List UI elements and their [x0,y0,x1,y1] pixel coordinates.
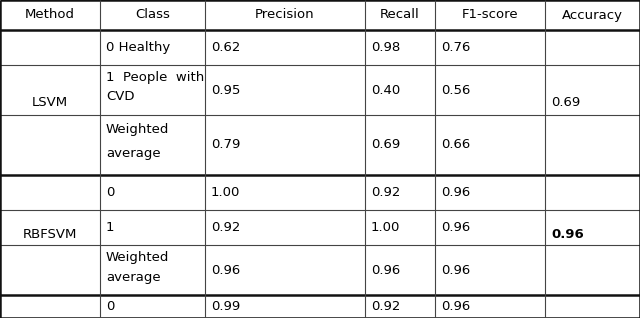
Text: 1.00: 1.00 [371,221,401,234]
Text: Recall: Recall [380,9,420,22]
Text: Weighted: Weighted [106,123,170,136]
Text: CVD: CVD [106,91,134,103]
Text: Class: Class [135,9,170,22]
Text: 0.96: 0.96 [371,264,400,276]
Text: 0.79: 0.79 [211,139,241,151]
Text: 0: 0 [106,186,115,199]
Text: Precision: Precision [255,9,315,22]
Text: 0.92: 0.92 [371,300,401,313]
Text: Accuracy: Accuracy [562,9,623,22]
Text: 1  People  with: 1 People with [106,71,204,84]
Text: 0.96: 0.96 [441,300,470,313]
Text: average: average [106,147,161,160]
Text: Weighted: Weighted [106,251,170,264]
Text: 0.96: 0.96 [211,264,240,276]
Text: 0.62: 0.62 [211,41,241,54]
Text: 0.95: 0.95 [211,84,241,96]
Text: average: average [106,271,161,284]
Text: 0.92: 0.92 [371,186,401,199]
Text: 0.96: 0.96 [441,221,470,234]
Text: 0.69: 0.69 [371,139,400,151]
Text: 1.00: 1.00 [211,186,241,199]
Text: 0.76: 0.76 [441,41,470,54]
Text: 0.99: 0.99 [211,300,240,313]
Text: 0.40: 0.40 [371,84,400,96]
Text: 0.69: 0.69 [551,96,580,109]
Text: 0.66: 0.66 [441,139,470,151]
Text: 0.98: 0.98 [371,41,400,54]
Text: Method: Method [25,9,75,22]
Text: 0.96: 0.96 [441,186,470,199]
Text: RBFSVM: RBFSVM [23,229,77,241]
Text: 0.96: 0.96 [551,229,584,241]
Text: 0 Healthy: 0 Healthy [106,41,170,54]
Text: F1-score: F1-score [461,9,518,22]
Text: LSVM: LSVM [32,96,68,109]
Text: 0.92: 0.92 [211,221,241,234]
Text: 0: 0 [106,300,115,313]
Text: 0.96: 0.96 [441,264,470,276]
Text: 0.56: 0.56 [441,84,470,96]
Text: 1: 1 [106,221,115,234]
